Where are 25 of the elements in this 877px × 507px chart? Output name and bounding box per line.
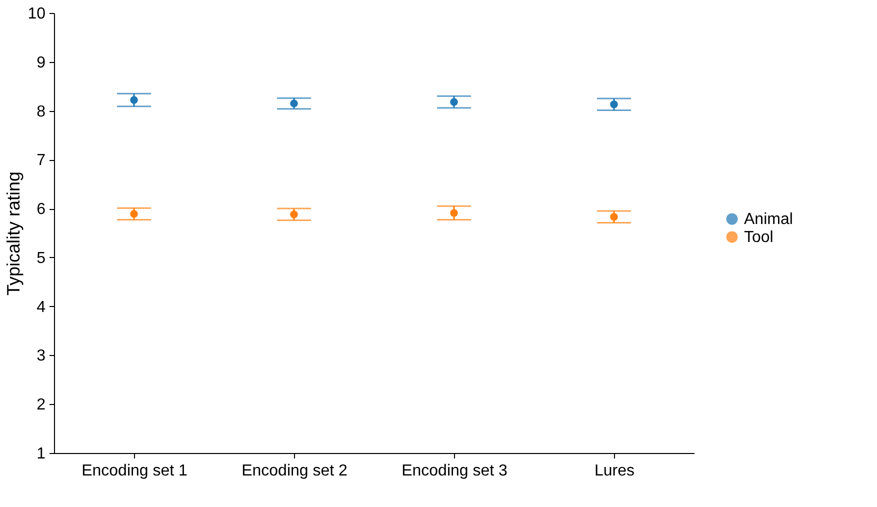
legend-label: Tool [744,229,774,246]
y-tick-label: 1 [36,446,46,462]
y-tick-label: 4 [36,298,46,316]
y-tick-label: 8 [36,103,46,120]
y-tick-label: 7 [36,152,46,170]
y-tick-label: 10 [28,6,46,22]
point [130,210,138,218]
point [450,209,458,217]
y-tick-label: 2 [36,396,46,414]
point [130,96,138,104]
y-tick-label: 6 [36,201,46,218]
y-tick-label: 5 [36,250,46,267]
legend-label: Animal [744,211,793,228]
point [450,98,458,106]
x-tick-label: Encoding set 2 [242,462,348,480]
point [610,213,618,221]
x-tick-label: Encoding set 1 [82,462,188,480]
y-tick-label: 9 [36,54,46,72]
point [290,210,298,218]
y-tick-label: 3 [36,348,46,365]
point [610,100,618,108]
x-tick-label: Lures [594,462,635,480]
point [290,100,298,108]
y-axis-title: Typicality rating [4,171,24,296]
x-tick-label: Encoding set 3 [402,462,508,480]
